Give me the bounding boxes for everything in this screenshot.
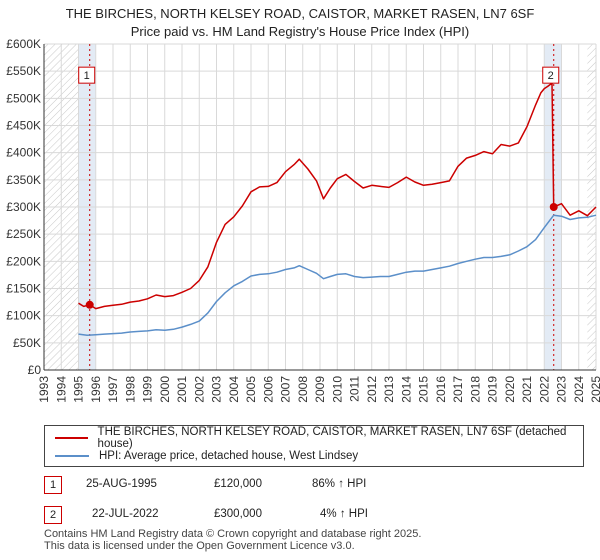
chart-legend: THE BIRCHES, NORTH KELSEY ROAD, CAISTOR,…: [44, 425, 584, 467]
legend-swatch-hpi: [55, 455, 89, 457]
x-tick-label: 2007: [279, 376, 293, 403]
price-chart: £0 £50K £100K £150K £200K £250K £300K £350K £400…: [6, 37, 600, 403]
y-tick-label: £600K: [6, 37, 41, 51]
x-tick-label: 2023: [555, 376, 569, 403]
transaction-date: 22-JUL-2022: [92, 508, 159, 520]
y-tick-label: £150K: [6, 282, 41, 296]
x-tick-label: 2005: [244, 376, 258, 403]
y-tick-label: £300K: [6, 200, 41, 214]
x-tick-label: 2018: [468, 376, 482, 403]
x-tick-label: 2009: [313, 376, 327, 403]
x-tick-label: 2008: [296, 376, 310, 403]
x-tick-label: 2006: [261, 376, 275, 403]
x-tick-label: 2002: [192, 376, 206, 403]
x-tick-label: 2000: [158, 376, 172, 403]
y-tick-label: £0: [28, 363, 42, 377]
y-tick-label: £100K: [6, 309, 41, 323]
x-tick-label: 2025: [589, 376, 600, 403]
x-tick-label: 1994: [54, 376, 68, 403]
y-tick-label: £450K: [6, 119, 41, 133]
y-tick-label: £500K: [6, 91, 41, 105]
marker-label: 2: [548, 70, 554, 82]
x-tick-label: 2013: [382, 376, 396, 403]
x-tick-label: 2003: [210, 376, 224, 403]
x-tick-label: 2019: [486, 376, 500, 403]
footer: Contains HM Land Registry data © Crown c…: [44, 528, 421, 552]
x-tick-label: 2015: [417, 376, 431, 403]
x-tick-label: 1997: [106, 376, 120, 403]
legend-item-property: THE BIRCHES, NORTH KELSEY ROAD, CAISTOR,…: [55, 426, 583, 450]
footer-licence: This data is licensed under the Open Gov…: [44, 540, 355, 552]
transaction-number-badge: 2: [44, 506, 62, 524]
x-tick-label: 2014: [399, 376, 413, 403]
x-tick-label: 2020: [503, 376, 517, 403]
transaction-number-badge: 1: [44, 476, 62, 494]
sale-point: [85, 300, 94, 309]
x-tick-label: 2016: [434, 376, 448, 403]
legend-swatch-property: [55, 437, 88, 439]
x-tick-label: 2012: [365, 376, 379, 403]
x-tick-label: 2021: [520, 376, 534, 403]
transaction-hpi-delta: 86% ↑ HPI: [312, 478, 367, 490]
y-tick-label: £350K: [6, 173, 41, 187]
x-tick-label: 1998: [123, 376, 137, 403]
legend-label-hpi: HPI: Average price, detached house, West…: [99, 450, 359, 462]
series-line-hpi: [78, 214, 597, 336]
marker-box: [78, 66, 96, 84]
legend-label-property: THE BIRCHES, NORTH KELSEY ROAD, CAISTOR,…: [97, 426, 567, 450]
marker-box: [542, 66, 560, 84]
x-tick-label: 2001: [175, 376, 189, 403]
x-tick-label: 2011: [348, 376, 362, 402]
x-tick-label: 2004: [227, 376, 241, 403]
x-tick-label: 2024: [572, 376, 586, 403]
y-tick-label: £250K: [6, 227, 41, 241]
series-line-property: [78, 82, 597, 310]
x-tick-label: 1993: [37, 376, 51, 403]
y-tick-label: £550K: [6, 64, 41, 78]
x-tick-label: 1996: [89, 376, 103, 403]
x-tick-label: 2022: [537, 376, 551, 403]
y-tick-label: £400K: [6, 146, 41, 160]
transaction-price: £300,000: [214, 508, 262, 520]
x-tick-label: 2017: [451, 376, 465, 403]
footer-copyright: Contains HM Land Registry data © Crown c…: [44, 528, 422, 540]
x-tick-label: 2010: [330, 376, 344, 403]
transaction-row: 2 22-JUL-2022 £300,000 4% ↑ HPI: [44, 506, 584, 528]
x-tick-label: 1995: [72, 376, 86, 403]
transaction-date: 25-AUG-1995: [86, 478, 157, 490]
transaction-hpi-delta: 4% ↑ HPI: [320, 508, 368, 520]
marker-label: 1: [84, 70, 90, 82]
chart-subtitle: Price paid vs. HM Land Registry's House …: [130, 24, 470, 39]
transaction-row: 1 25-AUG-1995 £120,000 86% ↑ HPI: [44, 476, 584, 498]
legend-item-hpi: HPI: Average price, detached house, West…: [55, 447, 358, 465]
y-tick-label: £200K: [6, 254, 41, 268]
transaction-price: £120,000: [214, 478, 262, 490]
sale-point: [549, 203, 558, 211]
chart-title: THE BIRCHES, NORTH KELSEY ROAD, CAISTOR,…: [65, 6, 535, 21]
x-tick-label: 1999: [141, 376, 155, 403]
y-tick-label: £50K: [13, 336, 41, 350]
